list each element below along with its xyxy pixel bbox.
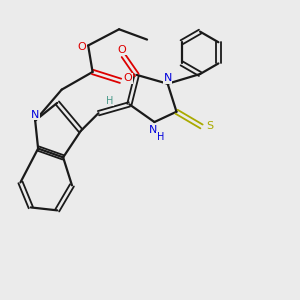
Text: H: H bbox=[106, 95, 113, 106]
Text: O: O bbox=[77, 42, 86, 52]
Text: S: S bbox=[206, 122, 213, 131]
Text: N: N bbox=[164, 74, 172, 83]
Text: H: H bbox=[157, 132, 164, 142]
Text: O: O bbox=[124, 74, 132, 83]
Text: O: O bbox=[118, 45, 126, 55]
Text: N: N bbox=[149, 125, 157, 135]
Text: N: N bbox=[31, 110, 39, 120]
